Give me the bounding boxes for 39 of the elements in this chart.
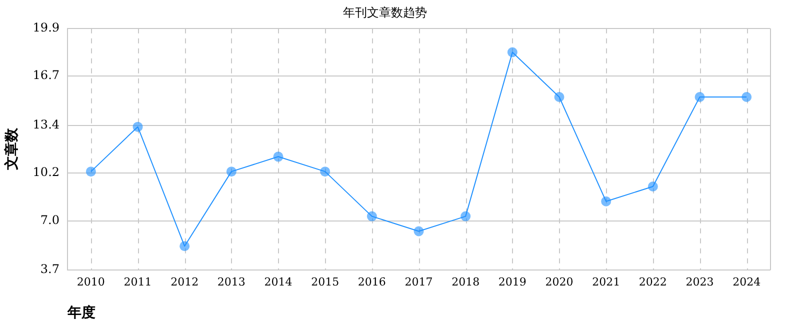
x-tick-label: 2021 — [592, 275, 620, 288]
point — [742, 92, 752, 102]
y-tick-label: 3.7 — [40, 262, 60, 276]
point — [507, 47, 518, 58]
x-tick-label: 2017 — [404, 275, 433, 288]
x-tick-label: 2015 — [311, 275, 340, 288]
y-tick-label: 10.2 — [32, 165, 60, 180]
x-tick-label: 2016 — [358, 275, 386, 288]
point — [366, 211, 377, 222]
x-tick-label: 2023 — [686, 275, 714, 288]
y-tick-label: 13.4 — [32, 117, 60, 132]
chart-title: 年刊文章数趋势 — [343, 5, 427, 20]
point — [554, 92, 564, 102]
x-tick-label: 2010 — [76, 275, 105, 288]
point — [648, 181, 658, 192]
x-tick-label: 2022 — [638, 275, 667, 288]
y-tick-label: 19.9 — [32, 20, 60, 35]
point — [180, 241, 190, 252]
x-tick-label: 2019 — [498, 275, 526, 288]
point — [414, 226, 424, 236]
point — [601, 196, 612, 206]
x-tick-label: 2020 — [545, 275, 574, 288]
x-tick-label: 2011 — [124, 275, 152, 288]
x-tick-label: 2018 — [452, 275, 480, 288]
point — [132, 122, 143, 132]
x-axis-title: 年度 — [66, 304, 96, 322]
point — [694, 92, 705, 102]
y-tick-label: 7.0 — [40, 212, 60, 227]
point — [86, 166, 96, 177]
point — [273, 152, 284, 162]
y-tick-label: 16.7 — [32, 68, 60, 82]
point — [460, 211, 471, 222]
point — [226, 166, 236, 177]
x-tick-label: 2024 — [732, 275, 761, 288]
x-tick-label: 2014 — [264, 275, 292, 288]
x-tick-label: 2013 — [217, 275, 246, 288]
y-axis-title: 文章数 — [3, 127, 20, 172]
x-tick-label: 2012 — [170, 275, 199, 288]
point — [320, 166, 330, 177]
